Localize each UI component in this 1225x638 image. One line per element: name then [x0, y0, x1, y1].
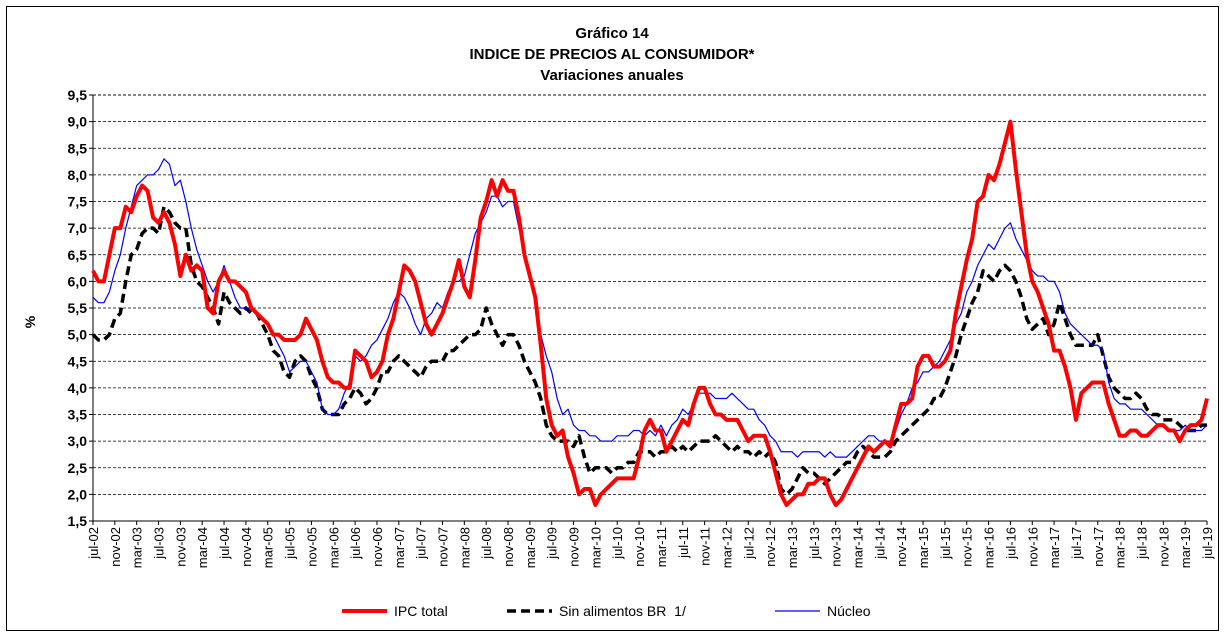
- x-tick-label: mar-15: [916, 527, 931, 568]
- x-tick-label: jul-09: [545, 527, 560, 560]
- x-tick-label: nov-04: [239, 527, 254, 567]
- x-tick-label: nov-17: [1091, 527, 1106, 567]
- series-line: [92, 158, 1208, 458]
- x-tick-label: jul-12: [741, 527, 756, 560]
- x-tick-label: jul-15: [938, 527, 953, 560]
- y-tick-label: 2,5: [68, 460, 88, 476]
- legend-label: Núcleo: [827, 603, 871, 619]
- x-tick-label: jul-11: [676, 527, 691, 559]
- y-tick-label: 4,0: [68, 380, 88, 396]
- x-tick-label: mar-18: [1113, 527, 1128, 568]
- chart-title: INDICE DE PRECIOS AL CONSUMIDOR*: [469, 46, 754, 63]
- y-tick-label: 6,5: [68, 247, 88, 263]
- y-axis-label: %: [22, 315, 38, 328]
- y-tick-label: 2,0: [68, 486, 88, 502]
- x-tick-label: nov-03: [173, 527, 188, 567]
- x-tick-label: jul-10: [610, 527, 625, 560]
- x-tick-label: jul-18: [1134, 527, 1149, 560]
- x-tick-label: jul-07: [414, 527, 429, 560]
- x-tick-label: mar-16: [982, 527, 997, 568]
- y-tick-label: 4,5: [68, 353, 88, 369]
- x-tick-label: mar-07: [392, 527, 407, 568]
- x-tick-label: jul-03: [152, 527, 167, 560]
- y-tick-label: 1,5: [68, 513, 88, 529]
- x-tick-label: mar-13: [785, 527, 800, 568]
- y-tick-label: 9,5: [68, 87, 88, 103]
- x-tick-label: mar-10: [588, 527, 603, 568]
- x-tick-label: nov-12: [763, 527, 778, 567]
- x-tick-label: mar-08: [457, 527, 472, 568]
- x-tick-label: mar-19: [1178, 527, 1193, 568]
- x-tick-label: mar-12: [719, 527, 734, 568]
- x-tick-label: jul-05: [283, 527, 298, 560]
- x-tick-label: nov-09: [567, 527, 582, 567]
- x-tick-label: nov-14: [894, 527, 909, 567]
- x-tick-label: jul-17: [1069, 527, 1084, 560]
- x-tick-label: nov-02: [108, 527, 123, 567]
- y-tick-label: 3,0: [68, 433, 88, 449]
- y-tick-label: 7,5: [68, 194, 88, 210]
- x-tick-label: nov-06: [370, 527, 385, 567]
- x-tick-label: jul-02: [86, 527, 101, 560]
- x-tick-label: nov-11: [698, 527, 713, 566]
- x-tick-label: nov-05: [304, 527, 319, 567]
- y-tick-label: 5,0: [68, 327, 88, 343]
- y-tick-label: 6,0: [68, 273, 88, 289]
- x-tick-label: nov-15: [960, 527, 975, 567]
- x-tick-label: jul-04: [217, 527, 232, 560]
- x-tick-label: nov-13: [829, 527, 844, 567]
- x-tick-label: mar-11: [654, 527, 669, 567]
- x-tick-label: jul-14: [872, 527, 887, 560]
- x-tick-label: mar-05: [261, 527, 276, 568]
- x-tick-label: jul-08: [479, 527, 494, 560]
- series-line: [91, 119, 1209, 508]
- legend-label: Sin alimentos BR 1/: [559, 603, 686, 619]
- x-tick-label: mar-09: [523, 527, 538, 568]
- chart-subtitle: Variaciones anuales: [540, 67, 683, 84]
- x-tick-label: mar-03: [130, 527, 145, 568]
- x-tick-label: mar-17: [1047, 527, 1062, 568]
- x-tick-label: mar-14: [851, 527, 866, 568]
- x-tick-label: jul-16: [1003, 527, 1018, 560]
- x-tick-label: nov-08: [501, 527, 516, 567]
- x-tick-label: nov-10: [632, 527, 647, 567]
- x-tick-label: nov-18: [1156, 527, 1171, 567]
- x-tick-label: nov-16: [1025, 527, 1040, 567]
- y-tick-label: 5,5: [68, 300, 88, 316]
- x-tick-label: jul-13: [807, 527, 822, 560]
- x-tick-label: nov-07: [435, 527, 450, 567]
- legend-label: IPC total: [394, 603, 448, 619]
- y-tick-label: 9,0: [68, 114, 88, 130]
- y-tick-label: 8,5: [68, 140, 88, 156]
- chart-title: Gráfico 14: [575, 25, 649, 42]
- x-tick-label: mar-04: [195, 527, 210, 568]
- x-tick-label: jul-06: [348, 527, 363, 560]
- y-tick-label: 7,0: [68, 220, 88, 236]
- series-line: [91, 205, 1207, 497]
- y-tick-label: 3,5: [68, 407, 88, 423]
- y-tick-label: 8,0: [68, 167, 88, 183]
- x-tick-label: mar-06: [326, 527, 341, 568]
- chart-border: [6, 6, 1219, 631]
- x-tick-label: jul-19: [1200, 527, 1215, 560]
